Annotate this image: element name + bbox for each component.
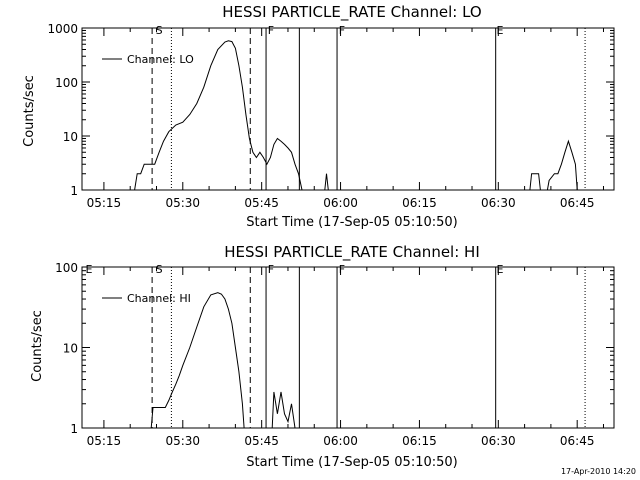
x-tick-label-lo: 05:30 xyxy=(165,196,200,210)
event-marker-e-lo: E xyxy=(497,24,504,37)
event-marker-e-hi: E xyxy=(86,263,93,276)
x-tick-label-lo: 06:45 xyxy=(560,196,595,210)
y-tick-label-hi: 10 xyxy=(63,342,78,356)
series-line-lo-segment-2 xyxy=(529,139,578,191)
y-tick-label-lo: 1 xyxy=(70,184,78,198)
y-tick-label-hi: 1 xyxy=(70,422,78,436)
x-axis-label-lo: Start Time (17-Sep-05 05:10:50) xyxy=(246,215,457,230)
event-marker-f-hi: F xyxy=(339,263,345,276)
panel-hi: HESSI PARTICLE_RATE Channel: HI Start Ti… xyxy=(30,243,615,470)
series-line-lo-segment-1 xyxy=(324,173,329,191)
x-axis-label-hi: Start Time (17-Sep-05 05:10:50) xyxy=(246,455,457,470)
panel-lo: HESSI PARTICLE_RATE Channel: LO Start Ti… xyxy=(22,3,615,230)
plot-frame-lo xyxy=(81,27,615,191)
event-marker-s-hi: S xyxy=(156,263,163,276)
event-marker-f-lo: F xyxy=(268,24,274,37)
chart-title-hi: HESSI PARTICLE_RATE Channel: HI xyxy=(224,243,480,262)
generation-timestamp: 17-Apr-2010 14:20 xyxy=(561,467,636,476)
series-line-hi-segment-1 xyxy=(271,391,296,429)
x-tick-label-lo: 05:45 xyxy=(244,196,279,210)
x-tick-label-hi: 05:15 xyxy=(87,434,122,448)
y-tick-label-lo: 100 xyxy=(55,76,78,90)
legend-entry-lo: Channel: LO xyxy=(127,53,194,66)
y-tick-label-lo: 1000 xyxy=(47,22,78,36)
x-tick-label-lo: 06:15 xyxy=(402,196,437,210)
x-tick-label-hi: 05:45 xyxy=(244,434,279,448)
x-tick-label-hi: 06:15 xyxy=(402,434,437,448)
legend-entry-hi: Channel: HI xyxy=(127,292,191,305)
x-tick-label-lo: 06:30 xyxy=(481,196,516,210)
y-tick-label-lo: 10 xyxy=(63,130,78,144)
series-line-hi-segment-0 xyxy=(150,292,245,429)
x-tick-label-lo: 06:00 xyxy=(323,196,358,210)
x-tick-label-hi: 05:30 xyxy=(165,434,200,448)
y-axis-label-hi: Counts/sec xyxy=(30,310,45,382)
x-tick-label-hi: 06:45 xyxy=(560,434,595,448)
chart-title-lo: HESSI PARTICLE_RATE Channel: LO xyxy=(222,3,481,22)
x-tick-label-lo: 05:15 xyxy=(87,196,122,210)
series-line-lo-segment-0 xyxy=(134,40,303,191)
event-marker-s-lo: S xyxy=(156,24,163,37)
legend-lo: Channel: LO xyxy=(102,53,194,66)
y-axis-label-lo: Counts/sec xyxy=(22,75,37,147)
event-marker-f-lo: F xyxy=(339,24,345,37)
event-marker-e-hi: E xyxy=(497,263,504,276)
legend-hi: Channel: HI xyxy=(102,292,191,305)
x-tick-label-hi: 06:00 xyxy=(323,434,358,448)
event-marker-f-hi: F xyxy=(268,263,274,276)
x-tick-label-hi: 06:30 xyxy=(481,434,516,448)
y-tick-label-hi: 100 xyxy=(55,261,78,275)
